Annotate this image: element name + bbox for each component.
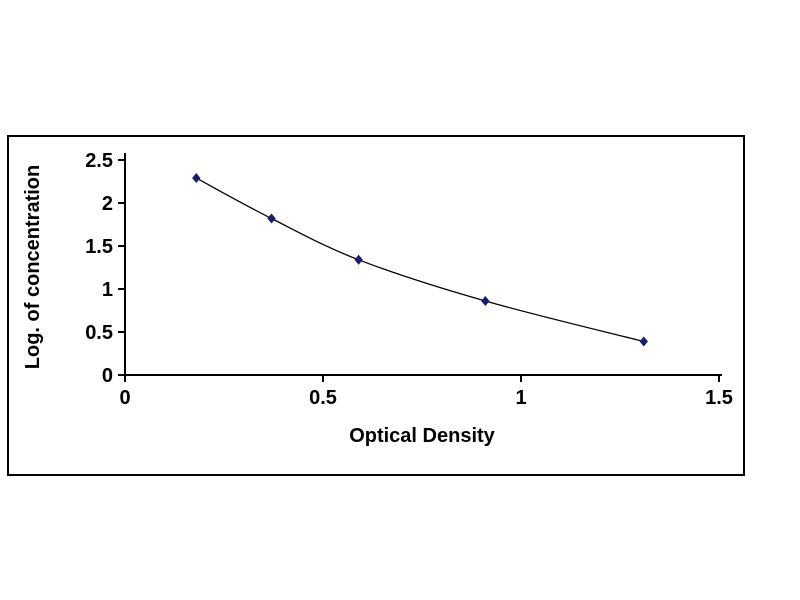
y-tick-label: 0.5 bbox=[85, 322, 113, 344]
y-tick-label: 0 bbox=[102, 365, 113, 387]
standard-curve-plot: 0 0.5 1 1.5 0 0.5 1 1.5 2 2.5 Optical Density Log… bbox=[22, 150, 733, 447]
x-tick-label: 1.5 bbox=[705, 387, 733, 409]
x-tick-label: 0.5 bbox=[309, 387, 337, 409]
data-point-marker bbox=[639, 336, 648, 347]
x-tick-label: 1 bbox=[515, 387, 526, 409]
data-point-marker bbox=[267, 213, 276, 224]
data-point-marker bbox=[481, 296, 490, 307]
y-axis-title: Log. of concentration bbox=[22, 165, 44, 369]
chart-frame: 0 0.5 1 1.5 0 0.5 1 1.5 2 2.5 Optical Density Log… bbox=[7, 135, 745, 476]
standard-curve-line bbox=[195, 177, 644, 343]
data-point-marker bbox=[354, 254, 363, 265]
y-tick-label: 1.5 bbox=[85, 236, 113, 258]
plot-layer: 0 0.5 1 1.5 0 0.5 1 1.5 2 2.5 bbox=[85, 150, 733, 409]
y-tick-label: 2.5 bbox=[85, 150, 113, 172]
x-axis-title: Optical Density bbox=[349, 425, 495, 447]
y-tick-label: 1 bbox=[102, 279, 113, 301]
x-tick-label: 0 bbox=[119, 387, 130, 409]
y-tick-label: 2 bbox=[102, 193, 113, 215]
data-point-marker bbox=[192, 173, 201, 184]
